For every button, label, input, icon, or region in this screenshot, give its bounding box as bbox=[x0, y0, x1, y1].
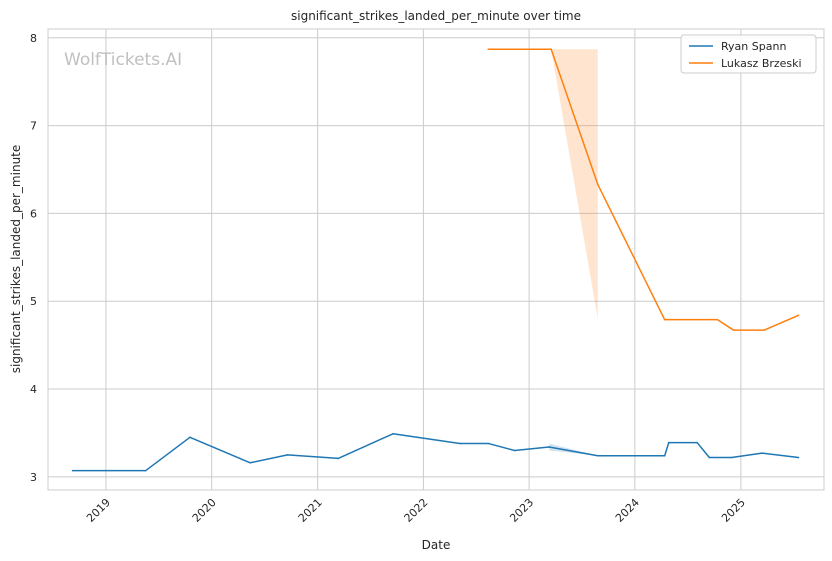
data-point-lukasz-brzeski bbox=[663, 318, 666, 321]
data-point-ryan-spann bbox=[392, 433, 394, 435]
data-point-ryan-spann bbox=[487, 442, 490, 445]
data-point-ryan-spann bbox=[286, 454, 289, 456]
data-point-ryan-spann bbox=[71, 469, 74, 472]
legend-box bbox=[680, 34, 817, 74]
y-tick-label: 8 bbox=[30, 32, 37, 45]
series-lines bbox=[71, 48, 800, 472]
data-point-ryan-spann bbox=[249, 461, 251, 464]
data-point-ryan-spann bbox=[189, 436, 191, 439]
series-line-lukasz-brzeski bbox=[488, 48, 799, 331]
data-point-ryan-spann bbox=[596, 454, 599, 457]
data-point-lukasz-brzeski bbox=[732, 329, 735, 331]
y-axis-ticks: 3 4 5 6 7 8 bbox=[30, 32, 37, 484]
data-point-ryan-spann bbox=[144, 469, 147, 472]
confidence-bands bbox=[549, 49, 598, 456]
legend-label-ryan-spann: Ryan Spann bbox=[721, 40, 786, 53]
data-point-ryan-spann bbox=[663, 454, 666, 457]
data-point-ryan-spann bbox=[337, 457, 340, 460]
watermark: WolfTickets.AI bbox=[64, 50, 182, 70]
y-tick-label: 6 bbox=[30, 207, 37, 220]
y-tick-label: 7 bbox=[30, 120, 37, 133]
y-tick-label: 5 bbox=[30, 295, 37, 308]
grid bbox=[48, 29, 824, 490]
y-tick-label: 4 bbox=[30, 383, 37, 396]
data-point-lukasz-brzeski bbox=[550, 48, 552, 50]
data-point-ryan-spann bbox=[459, 442, 461, 445]
data-point-ryan-spann bbox=[730, 456, 733, 459]
data-point-ryan-spann bbox=[797, 456, 800, 459]
data-point-ryan-spann bbox=[513, 449, 516, 452]
confidence-band-ryan-spann bbox=[549, 443, 598, 456]
legend: Ryan Spann Lukasz Brzeski bbox=[680, 34, 817, 74]
data-point-ryan-spann bbox=[667, 441, 670, 444]
confidence-band-lukasz-brzeski bbox=[551, 49, 598, 319]
data-point-lukasz-brzeski bbox=[797, 314, 800, 317]
legend-label-lukasz-brzeski: Lukasz Brzeski bbox=[721, 57, 802, 70]
data-point-ryan-spann bbox=[696, 441, 698, 444]
plot-frame bbox=[47, 28, 825, 491]
data-point-ryan-spann bbox=[761, 452, 763, 454]
data-point-lukasz-brzeski bbox=[487, 48, 490, 50]
data-point-lukasz-brzeski bbox=[763, 329, 765, 331]
data-point-ryan-spann bbox=[708, 456, 711, 459]
data-point-lukasz-brzeski bbox=[716, 318, 719, 321]
data-point-ryan-spann bbox=[548, 446, 550, 448]
data-point-lukasz-brzeski bbox=[596, 183, 599, 186]
y-axis-title: significant_strikes_landed_per_minute bbox=[9, 145, 23, 374]
x-axis-title: Date bbox=[422, 538, 451, 552]
chart-title: significant_strikes_landed_per_minute ov… bbox=[291, 9, 581, 23]
y-tick-label: 3 bbox=[30, 471, 37, 484]
